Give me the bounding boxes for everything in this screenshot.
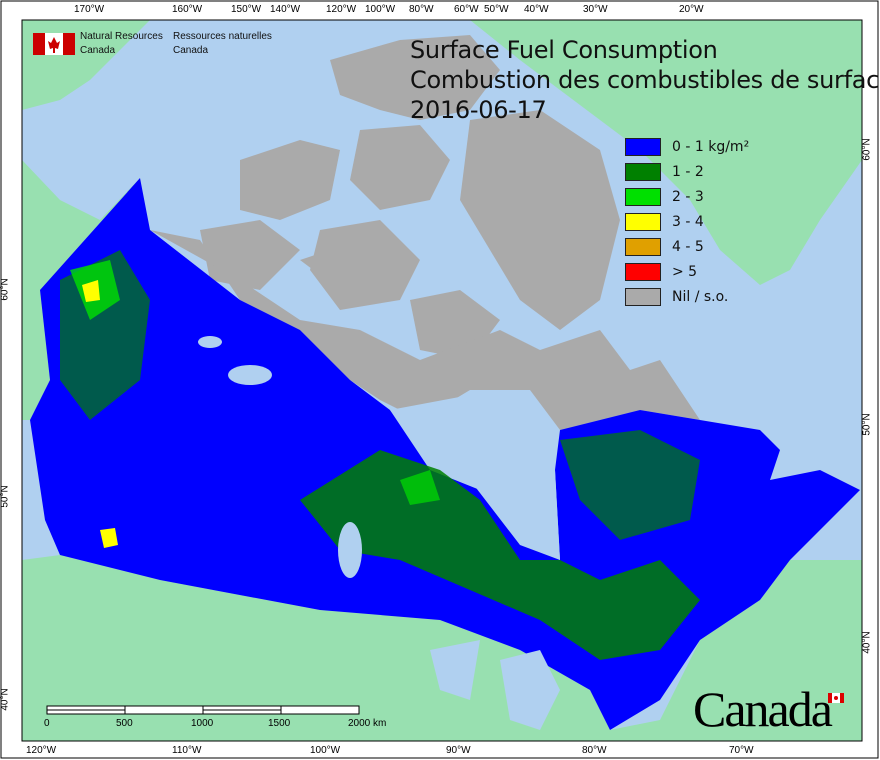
top-tick-140w: 140°W	[270, 4, 301, 15]
legend-swatch	[625, 262, 661, 281]
legend-label: 4 - 5	[672, 238, 704, 255]
legend-label: 0 - 1 kg/m²	[672, 138, 750, 155]
legend-swatch	[625, 212, 661, 231]
map-title-en: Surface Fuel Consumption	[410, 36, 718, 64]
right-tick-40n: 40°N	[861, 631, 873, 654]
top-tick-60w: 60°W	[454, 4, 479, 15]
legend-item: 0 - 1 kg/m²	[625, 134, 749, 159]
scale-label-0: 0	[44, 718, 50, 729]
right-tick-50n: 50°N	[861, 413, 873, 436]
right-tick-60n: 60°N	[861, 138, 873, 161]
top-tick-80w: 80°W	[409, 4, 434, 15]
top-tick-150w: 150°W	[231, 4, 262, 15]
map-title-fr: Combustion des combustibles de surface	[410, 66, 880, 94]
canada-flag-icon	[33, 33, 844, 703]
greenland-land	[470, 20, 862, 285]
top-tick-100w: 100°W	[365, 4, 396, 15]
legend-label: > 5	[672, 263, 698, 280]
hudson-bay	[390, 395, 560, 560]
arctic-islands	[150, 35, 700, 430]
top-tick-40w: 40°W	[524, 4, 549, 15]
top-tick-160w: 160°W	[172, 4, 203, 15]
fuel-patches	[60, 250, 700, 660]
left-tick-50n: 50°N	[0, 485, 11, 508]
legend-swatch	[625, 187, 661, 206]
legend-label: 3 - 4	[672, 213, 704, 230]
agency-fr-2: Canada	[173, 45, 209, 56]
agency-fr-1: Ressources naturelles	[173, 31, 272, 42]
top-tick-120w: 120°W	[326, 4, 357, 15]
top-tick-20w: 20°W	[679, 4, 704, 15]
canada-wordmark: Canada	[693, 681, 833, 737]
legend-item: 1 - 2	[625, 159, 749, 184]
top-tick-50w: 50°W	[484, 4, 509, 15]
bottom-tick-100w: 100°W	[310, 745, 341, 756]
legend-swatch	[625, 287, 661, 306]
bottom-tick-80w: 80°W	[582, 745, 607, 756]
legend-label: 2 - 3	[672, 188, 704, 205]
lakes	[198, 336, 560, 730]
bottom-tick-120w: 120°W	[26, 745, 57, 756]
agency-en-2: Canada	[80, 45, 116, 56]
left-tick-40n: 40°N	[0, 688, 11, 711]
bottom-tick-70w: 70°W	[729, 745, 754, 756]
legend-item: 2 - 3	[625, 184, 749, 209]
top-tick-170w: 170°W	[74, 4, 105, 15]
map-date: 2016-06-17	[410, 96, 547, 124]
legend-item: Nil / s.o.	[625, 284, 749, 309]
legend-swatch	[625, 162, 661, 181]
scale-label-500: 500	[116, 718, 133, 729]
legend-label: Nil / s.o.	[672, 288, 729, 305]
alaska-land	[22, 20, 150, 420]
bottom-tick-90w: 90°W	[446, 745, 471, 756]
scale-label-1500: 1500	[268, 718, 291, 729]
legend-swatch	[625, 237, 661, 256]
legend: 0 - 1 kg/m² 1 - 2 2 - 3 3 - 4 4 - 5 > 5 Nil / …	[625, 134, 749, 309]
top-tick-30w: 30°W	[583, 4, 608, 15]
legend-item: 4 - 5	[625, 234, 749, 259]
left-tick-60n: 60°N	[0, 278, 11, 301]
scale-label-2000: 2000 km	[348, 718, 387, 729]
scale-bar	[46, 705, 360, 715]
legend-label: 1 - 2	[672, 163, 704, 180]
legend-item: > 5	[625, 259, 749, 284]
bottom-tick-110w: 110°W	[172, 745, 202, 756]
legend-swatch	[625, 137, 661, 156]
agency-en-1: Natural Resources	[80, 31, 163, 42]
scale-label-1000: 1000	[191, 718, 214, 729]
legend-item: 3 - 4	[625, 209, 749, 234]
